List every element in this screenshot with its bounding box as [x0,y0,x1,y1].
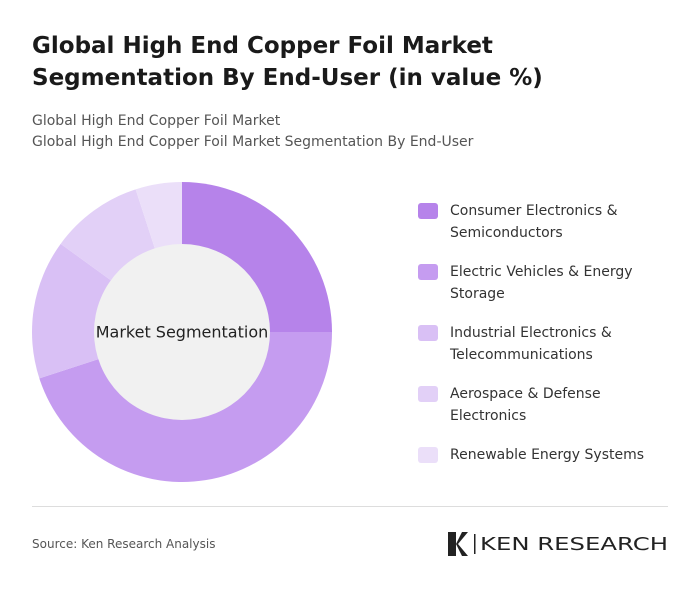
logo-bar [474,534,476,554]
legend-item: Aerospace & Defense Electronics [418,383,658,427]
legend-swatch [418,264,438,280]
subtitle: Global High End Copper Foil Market Segme… [32,134,474,150]
logo-icon [448,532,468,556]
source: Source: Ken Research Analysis [32,537,216,551]
legend-item: Industrial Electronics & Telecommunicati… [418,322,658,366]
legend-item: Electric Vehicles & Energy Storage [418,261,658,305]
logo-text: KEN RESEARCH [480,534,668,555]
legend-label: Renewable Energy Systems [450,447,645,463]
legend-swatch [418,325,438,341]
donut-chart: Market Segmentation [32,182,332,482]
legend-swatch [418,203,438,219]
subtitle: Global High End Copper Foil Market [32,113,281,129]
center-label: Market Segmentation [96,323,269,342]
legend: Consumer Electronics & Semiconductors Ele… [418,200,658,483]
chart-title: Global High End Copper Foil Market Segme… [32,33,543,91]
legend-item: Renewable Energy Systems [418,444,658,466]
legend-item: Consumer Electronics & Semiconductors [418,200,658,244]
legend-swatch [418,386,438,402]
donut-hole [94,244,270,420]
legend-label: Consumer Electronics & Semiconductors [450,203,618,241]
divider [32,506,668,507]
legend-label: Electric Vehicles & Energy Storage [450,264,633,302]
legend-label: Industrial Electronics & Telecommunicati… [450,325,612,363]
legend-swatch [418,447,438,463]
logo: KEN RESEARCH [448,532,668,556]
legend-label: Aerospace & Defense Electronics [450,386,601,424]
